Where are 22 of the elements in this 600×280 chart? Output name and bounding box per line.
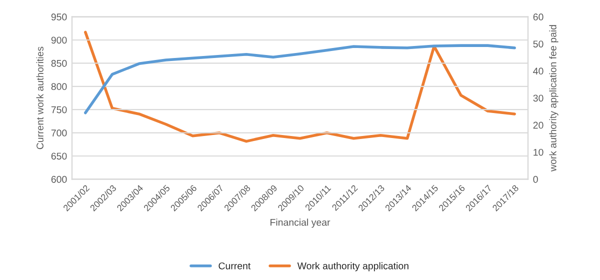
y-tick-label: 650 [51,152,67,160]
y-tick-label: 850 [51,60,67,67]
y-tick-label: 950 [51,14,67,20]
y2-tick-label: 40 [533,68,544,75]
y-tick-label: 900 [51,36,67,44]
y2-axis-title: work authority application fee paid [549,25,558,172]
y-tick-label: 750 [51,106,67,114]
y-tick-label: 700 [51,130,67,136]
y2-tick-label: 20 [533,122,544,129]
y2-tick-label: 10 [534,148,544,156]
legend-label: Current [218,262,251,270]
legend-label: Work authority application [297,262,408,272]
x-axis-title: Financial year [270,218,330,228]
y-tick-label: 600 [51,176,67,183]
y2-tick-label: 0 [533,176,538,183]
line-series [84,44,516,114]
line-series [84,30,516,143]
y2-tick-label: 60 [533,14,544,20]
y2-tick-label: 50 [533,40,544,48]
y-axis-title: Current work authorities [36,46,44,150]
y2-tick-label: 30 [533,94,544,102]
y-tick-label: 800 [51,83,67,90]
